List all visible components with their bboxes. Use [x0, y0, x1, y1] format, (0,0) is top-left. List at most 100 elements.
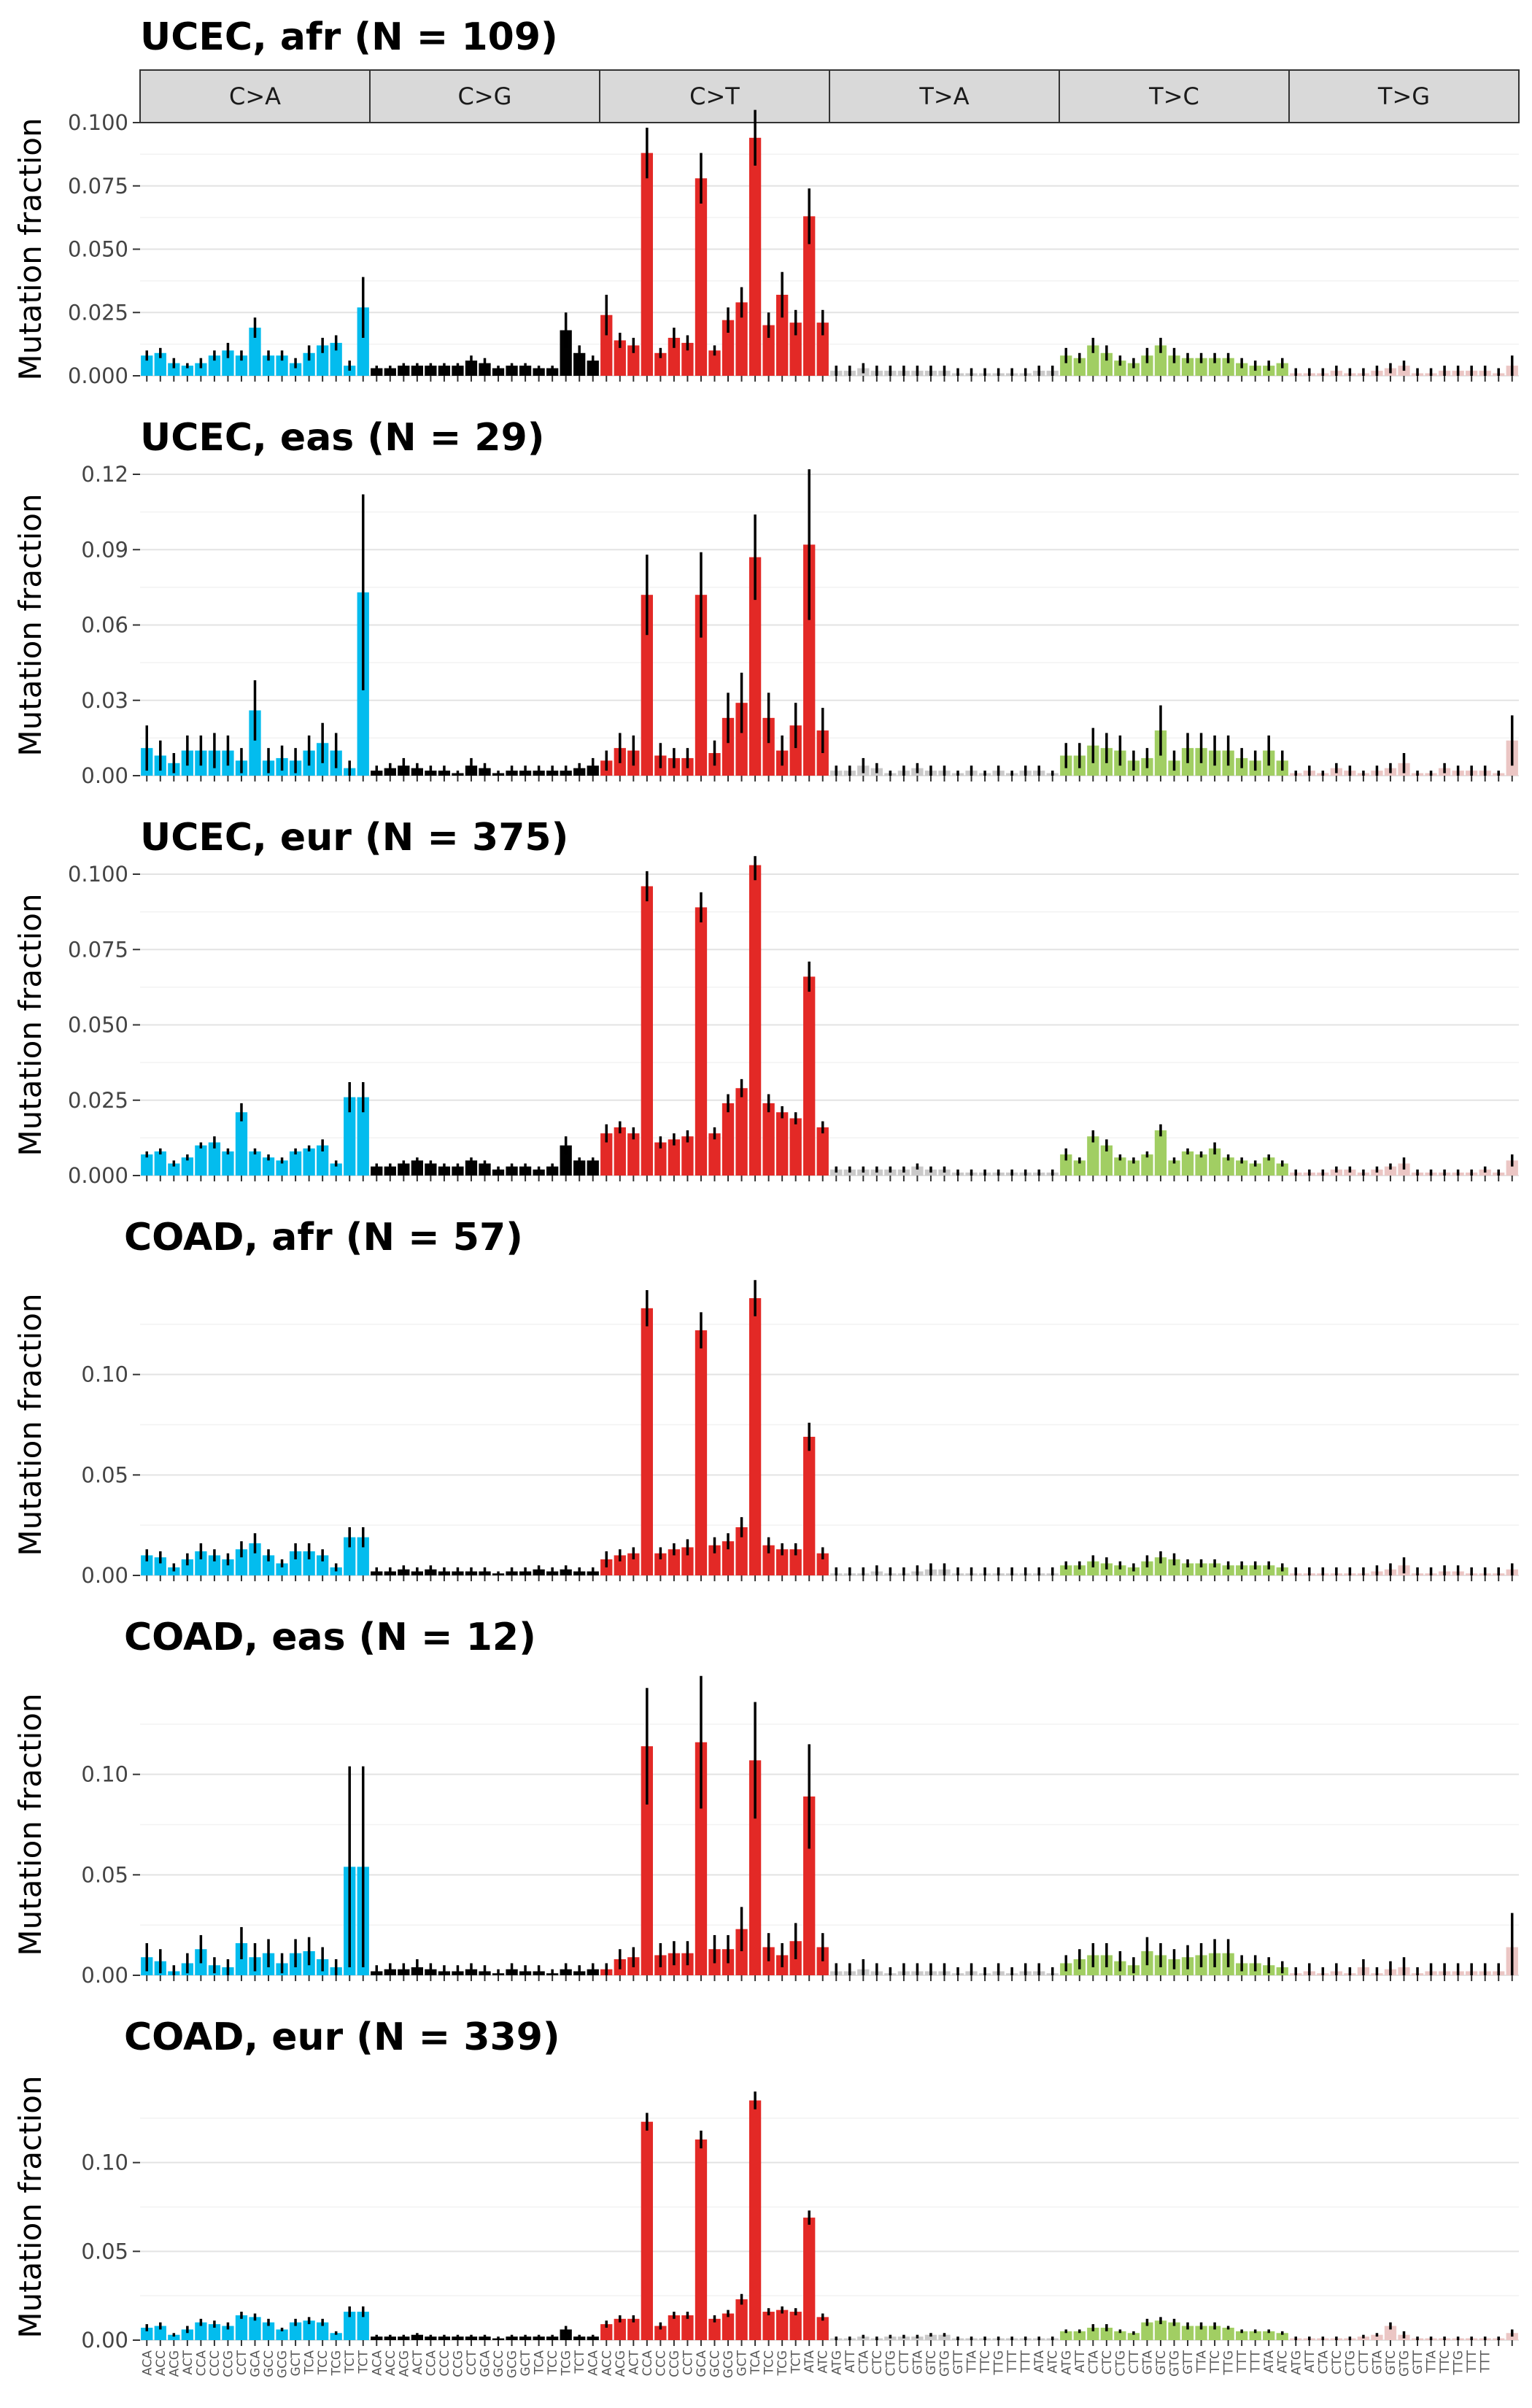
x-tick-label: GTC: [1384, 2350, 1398, 2375]
bar: [695, 2139, 708, 2340]
x-tick-label: CTG: [1343, 2350, 1358, 2376]
y-tick-label: 0.10: [81, 1362, 128, 1387]
bar: [587, 360, 599, 376]
x-tick-label: ATG: [829, 2350, 844, 2375]
bar: [276, 2329, 288, 2340]
bar: [721, 2313, 735, 2340]
bar: [735, 1527, 748, 1575]
bar: [775, 1112, 789, 1176]
x-tick-label: ATC: [816, 2350, 831, 2374]
bar: [1263, 1157, 1275, 1176]
bar: [789, 725, 802, 776]
bar: [276, 1563, 288, 1575]
x-tick-label: TTA: [965, 2350, 980, 2374]
bar: [600, 1559, 613, 1575]
bar: [289, 363, 302, 376]
bar: [1154, 1130, 1167, 1176]
bar: [560, 330, 572, 376]
y-tick-label: 0.100: [68, 110, 128, 135]
bar: [222, 1151, 234, 1176]
bar: [1195, 1563, 1207, 1575]
bar: [1141, 1154, 1153, 1176]
bar: [1168, 1559, 1180, 1575]
bar: [1222, 1565, 1234, 1575]
x-tick-label: CTA: [1086, 2350, 1101, 2374]
bar: [519, 366, 532, 376]
bar: [1127, 363, 1140, 376]
bar: [560, 2329, 572, 2340]
x-tick-label: TTT: [1005, 2350, 1020, 2373]
facet-strip-CtoT: [599, 69, 830, 123]
x-tick-label: GTA: [910, 2350, 925, 2375]
x-tick-label: ACC: [600, 2350, 614, 2376]
bar: [1235, 1160, 1248, 1176]
bar: [641, 153, 654, 376]
bar: [587, 1160, 599, 1176]
x-tick-label: GCC: [708, 2350, 723, 2377]
y-tick-label: 0.00: [81, 2328, 128, 2353]
y-tick-label: 0.00: [81, 763, 128, 788]
bar: [748, 137, 762, 376]
bar: [344, 2312, 356, 2340]
bar: [330, 342, 342, 376]
y-axis-label: Mutation fraction: [12, 2075, 48, 2338]
bar: [816, 323, 829, 376]
y-tick-label: 0.100: [68, 862, 128, 887]
bar: [222, 1559, 234, 1575]
x-tick-label: GCT: [519, 2350, 533, 2376]
x-tick-label: GTG: [938, 2350, 953, 2377]
bar: [695, 178, 708, 376]
bar: [627, 1553, 640, 1575]
x-tick-label: CTT: [1357, 2350, 1372, 2374]
bar: [938, 2334, 951, 2340]
bar: [748, 1298, 762, 1575]
bar: [668, 1139, 681, 1176]
bar: [1154, 1557, 1167, 1575]
bar: [668, 337, 681, 376]
x-tick-label: TCC: [546, 2350, 560, 2375]
x-tick-label: ACC: [384, 2350, 398, 2376]
bar: [695, 595, 708, 776]
x-tick-label: TCG: [775, 2350, 790, 2376]
bar: [748, 557, 762, 776]
bar: [141, 1555, 153, 1575]
x-tick-label: TCA: [303, 2350, 317, 2375]
bar: [1181, 1151, 1194, 1176]
bar: [249, 2317, 261, 2340]
x-tick-label: CCG: [221, 2350, 236, 2377]
bar: [789, 1549, 802, 1575]
bar: [708, 2318, 721, 2340]
bar: [1100, 2327, 1113, 2340]
bar: [762, 1545, 775, 1575]
bar: [681, 342, 694, 376]
bar: [1060, 2331, 1072, 2340]
x-tick-label: GTC: [924, 2350, 939, 2375]
bar: [519, 1166, 532, 1176]
bar: [168, 2334, 180, 2340]
x-tick-label: CTC: [1100, 2350, 1115, 2374]
bar: [1276, 363, 1288, 376]
bar: [195, 1145, 207, 1176]
bar: [789, 1118, 802, 1176]
bar: [492, 368, 505, 376]
bar: [600, 314, 613, 376]
bar: [614, 2318, 626, 2340]
bar: [1114, 2331, 1126, 2340]
x-tick-label: GTG: [1168, 2350, 1183, 2377]
bar: [614, 1127, 626, 1176]
x-tick-label: CCG: [451, 2350, 465, 2377]
bar: [303, 1148, 315, 1176]
x-tick-label: CCC: [654, 2350, 668, 2377]
bar: [1060, 1565, 1072, 1575]
x-tick-label: CTC: [1330, 2350, 1345, 2374]
bar: [1235, 1565, 1248, 1575]
x-tick-label: ACG: [614, 2350, 628, 2377]
bar: [181, 2329, 194, 2340]
bar: [641, 1746, 654, 1975]
x-tick-label: TCT: [343, 2350, 357, 2374]
bar: [924, 2334, 937, 2340]
bar: [695, 1742, 708, 1975]
bar: [1100, 1145, 1113, 1176]
bar: [1073, 1160, 1086, 1176]
panel-3: UCEC, eur (N = 375) Mutation fraction 0.00…: [12, 816, 1519, 1188]
